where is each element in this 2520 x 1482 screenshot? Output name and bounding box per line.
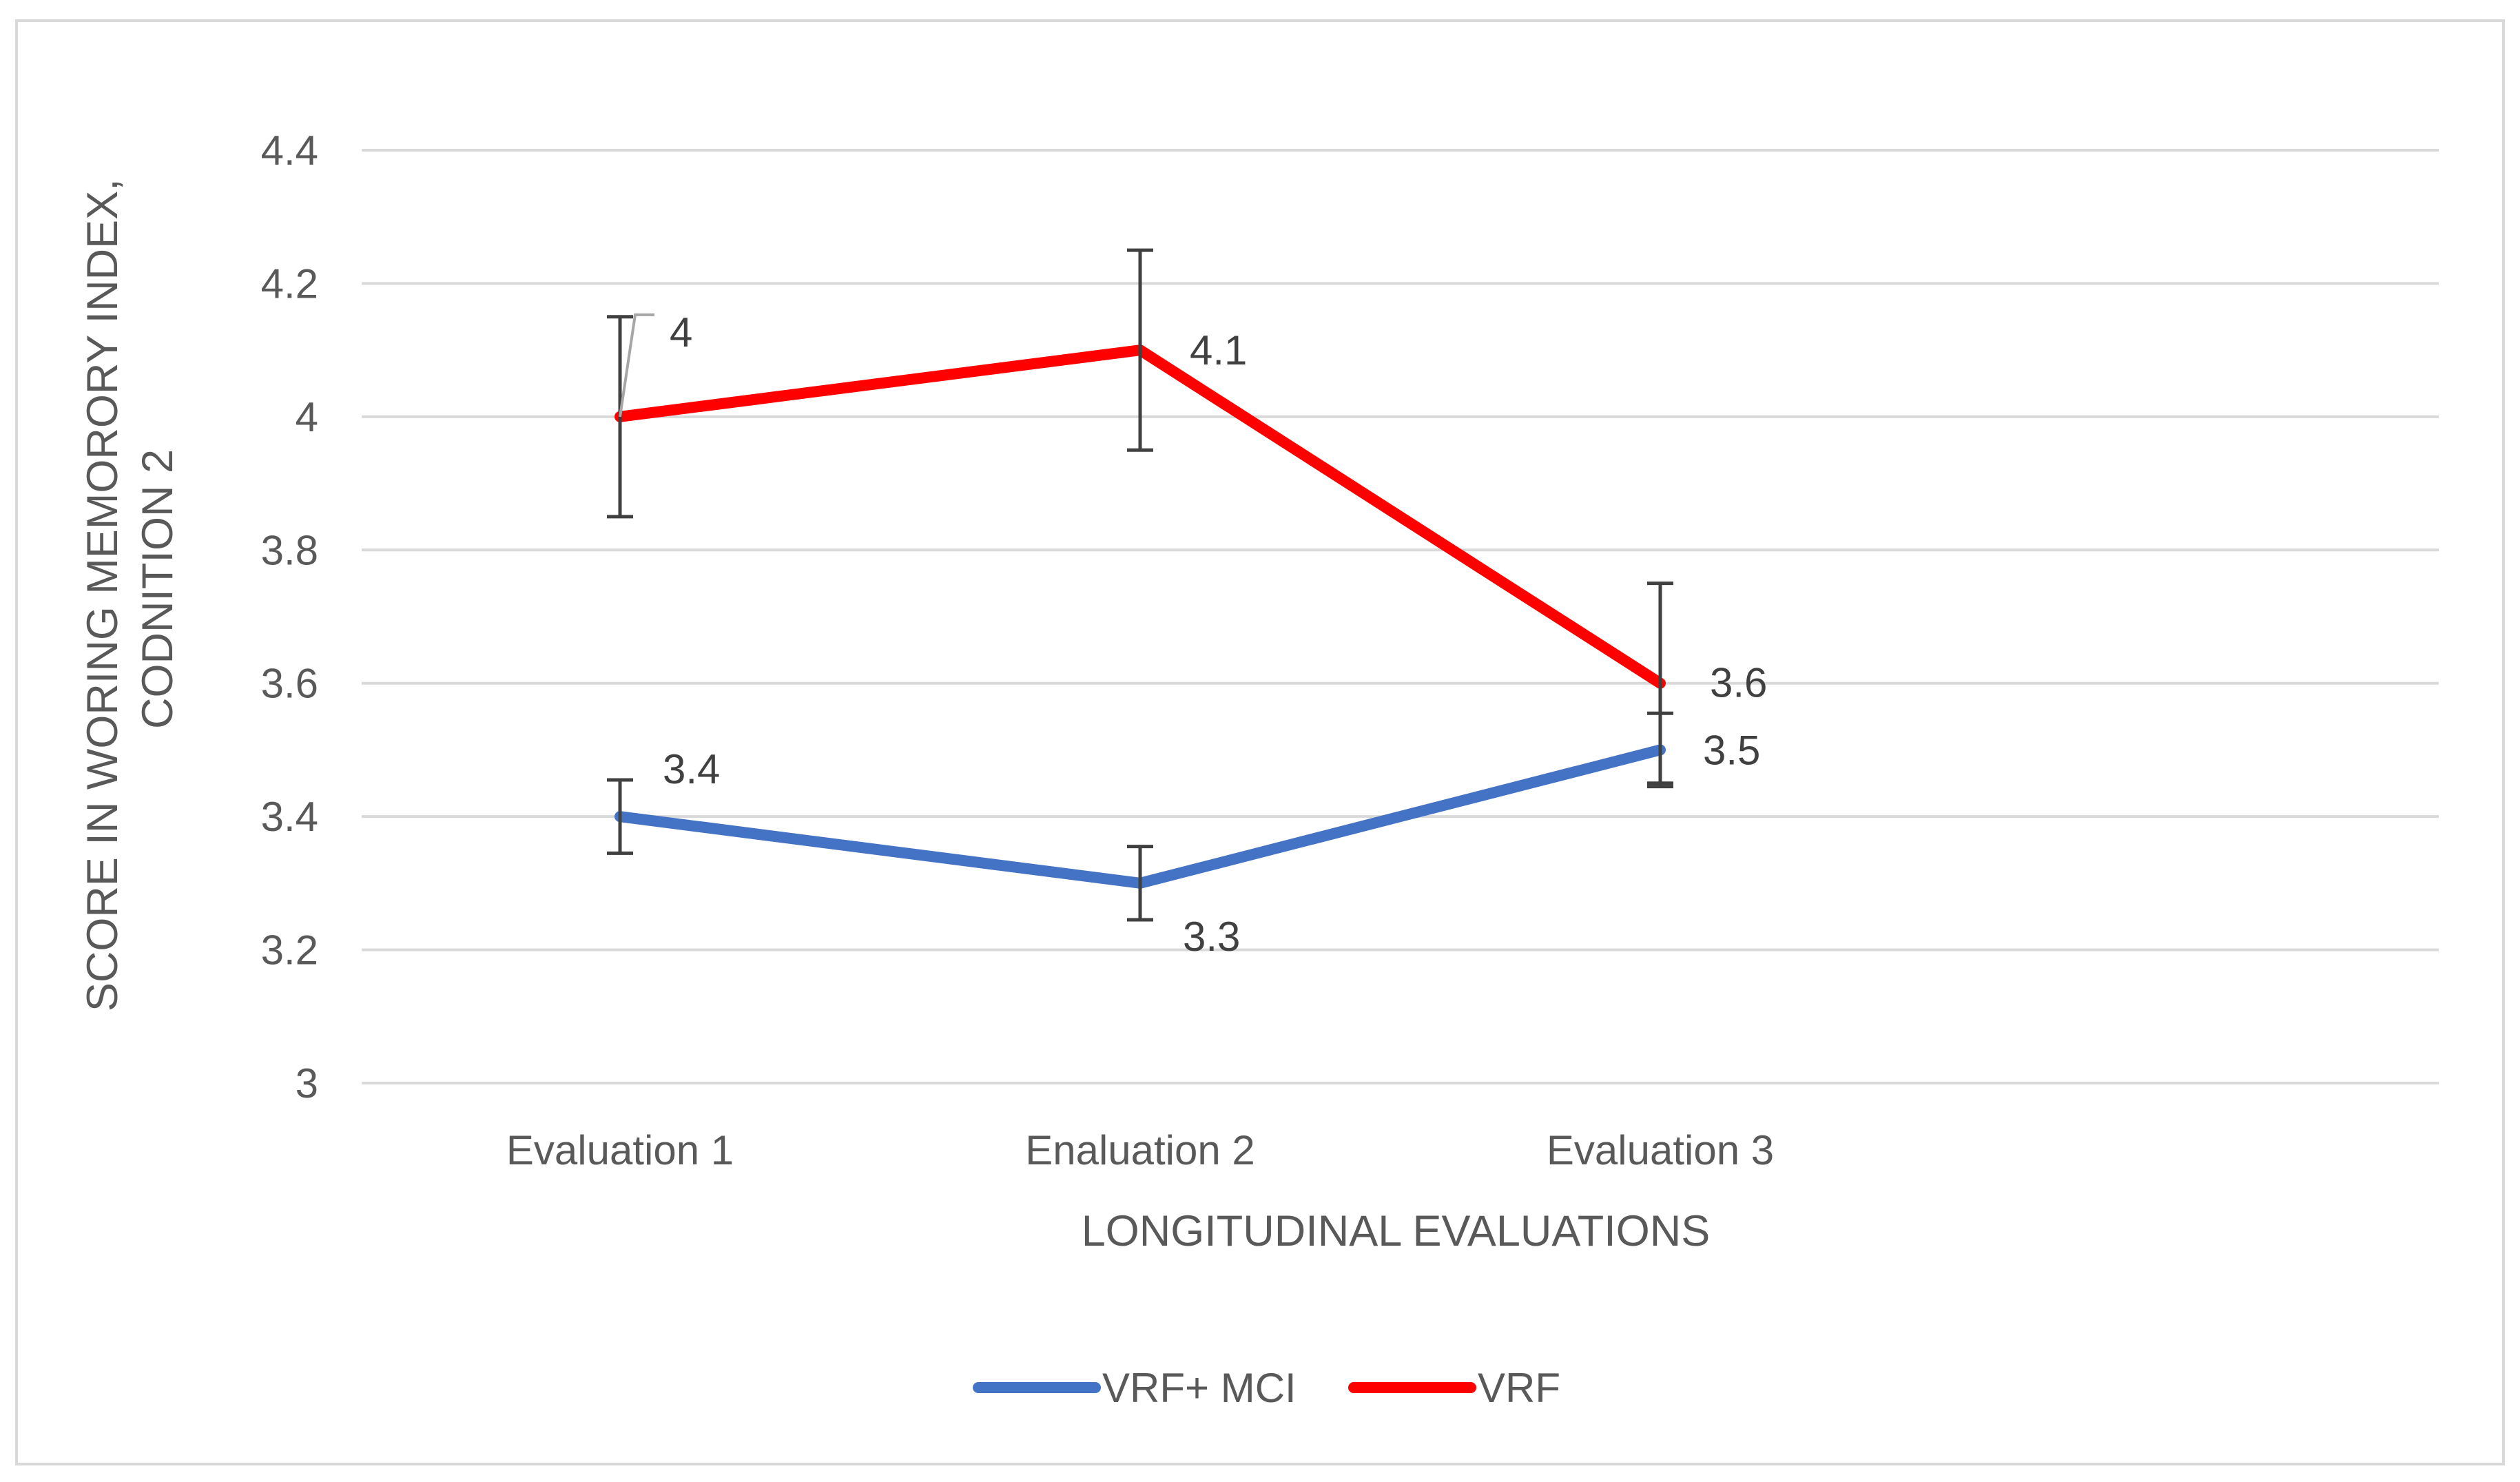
y-tick-label: 3.8 <box>261 527 318 573</box>
legend-label: VRF <box>1478 1365 1560 1411</box>
chart-border <box>15 19 2505 1465</box>
legend-label: VRF+ MCI <box>1102 1365 1297 1411</box>
y-axis-ticks: 3 3.2 3.4 3.6 3.8 4 4.2 4.4 <box>261 127 318 1107</box>
y-axis-title-line-1: SCORE IN WORING MEMORORY INDEX, <box>79 178 127 1011</box>
data-label: 4 <box>670 309 692 356</box>
y-tick-label: 4.2 <box>261 260 318 307</box>
x-tick-label: Evaluation 3 <box>1547 1127 1774 1173</box>
gridlines <box>362 149 2439 1084</box>
data-label-leader-line <box>619 313 654 418</box>
y-tick-label: 4 <box>296 394 318 440</box>
x-tick-label: Evaluation 1 <box>506 1127 734 1173</box>
error-bars <box>607 248 1673 922</box>
x-tick-label: Enaluation 2 <box>1025 1127 1255 1173</box>
y-tick-label: 3.4 <box>261 794 318 840</box>
data-label: 4.1 <box>1190 327 1247 373</box>
x-axis-categories: Evaluation 1 Enaluation 2 Evaluation 3 <box>506 1127 1774 1173</box>
y-tick-label: 4.4 <box>261 127 318 174</box>
data-labels: 3.4 3.3 3.5 4 4.1 3.6 <box>619 309 1767 960</box>
y-axis-title: SCORE IN WORING MEMORORY INDEX, CODNITIO… <box>79 167 182 1011</box>
data-label: 3.6 <box>1710 660 1767 706</box>
y-tick-label: 3 <box>296 1060 318 1107</box>
legend: VRF+ MCI VRF <box>973 1365 1560 1411</box>
data-label: 3.4 <box>663 746 720 792</box>
y-tick-label: 3.6 <box>261 661 318 707</box>
data-label: 3.3 <box>1183 914 1240 960</box>
x-axis-title: LONGITUDINAL EVALUATIONS <box>1082 1207 1711 1255</box>
data-label: 3.5 <box>1703 727 1760 773</box>
y-tick-label: 3.2 <box>261 927 318 974</box>
y-axis-title-line-2: CODNITION 2 <box>134 449 182 729</box>
